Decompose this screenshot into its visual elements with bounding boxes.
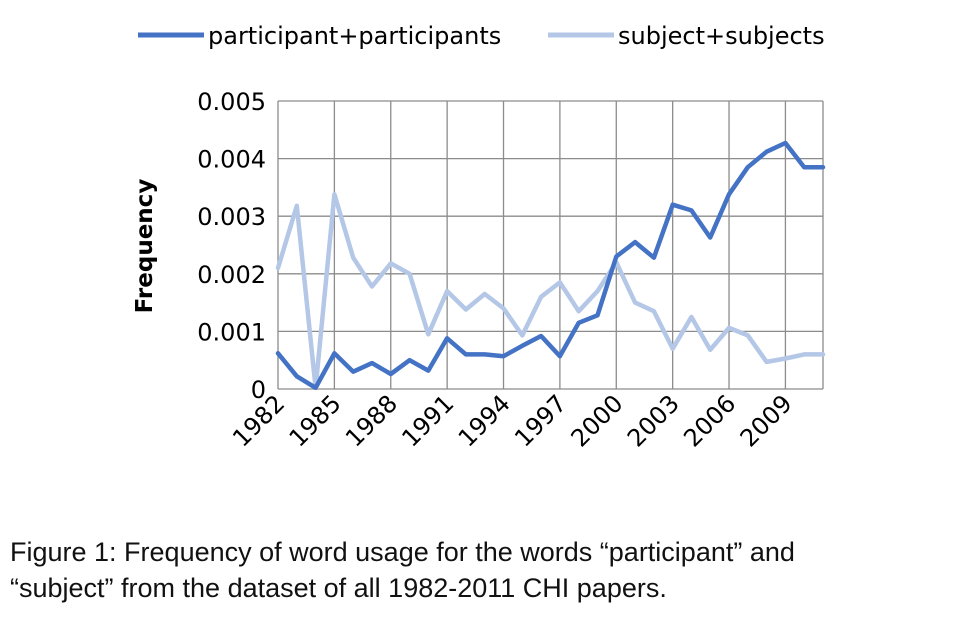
x-tick-label: 1985 [284,389,347,452]
x-tick-label: 2003 [622,389,685,452]
series-line [275,140,826,391]
chart-series [275,140,826,391]
series-line [275,192,826,391]
line-chart: participant+participants subject+subjects… [132,22,826,452]
legend-label: subject+subjects [618,22,825,50]
y-axis-ticks: 0 0.001 0.002 0.003 0.004 0.005 [197,88,266,404]
x-tick-label: 1991 [396,389,459,452]
x-tick-label: 1997 [509,389,572,452]
chart-legend: participant+participants subject+subjects [138,22,825,50]
y-axis-label: Frequency [132,179,158,314]
figure-caption: Figure 1: Frequency of word usage for th… [10,534,950,606]
x-tick-label: 2006 [678,389,741,452]
y-tick-label: 0 [251,376,266,404]
y-tick-label: 0.005 [197,88,266,116]
legend-label: participant+participants [208,22,501,50]
y-tick-label: 0.002 [197,261,266,289]
x-tick-label: 1988 [340,389,403,452]
y-tick-label: 0.003 [197,203,266,231]
x-tick-label: 2009 [735,389,798,452]
caption-line-2: “subject” from the dataset of all 1982-2… [10,573,667,603]
caption-line-1: Figure 1: Frequency of word usage for th… [10,537,795,567]
chart-grid [277,100,824,390]
x-tick-label: 2000 [566,389,629,452]
x-tick-label: 1994 [453,389,516,452]
y-tick-label: 0.004 [197,146,266,174]
y-tick-label: 0.001 [197,318,266,346]
